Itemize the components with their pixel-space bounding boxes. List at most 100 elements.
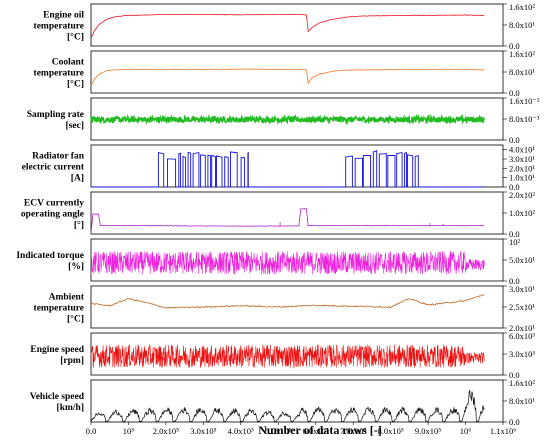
series-line xyxy=(90,113,485,126)
x-tick-label: 6.0x10⁵ xyxy=(303,426,329,436)
panel-5: Indicated torque[%] 0.0 5.0x10¹ 10² xyxy=(16,237,535,286)
y-tick-label: 4.0x10¹ xyxy=(509,145,535,155)
panel-label-line: temperature xyxy=(34,69,84,79)
panel-7: Engine speed[rpm] 0.0 3.0x10³ 6.0x10³ xyxy=(30,331,535,380)
panel-label-line: [rpm] xyxy=(60,356,84,366)
y-tick-label: 2.0x10¹ xyxy=(509,323,535,333)
series-line xyxy=(90,13,485,39)
panel-label-line: [°C] xyxy=(67,79,84,90)
panel-label-line: [sec] xyxy=(66,121,84,131)
y-tick-label: 8.0x10¹ xyxy=(509,20,535,30)
series-path xyxy=(90,389,485,423)
y-tick-label: 2.0x10¹ xyxy=(509,163,535,173)
x-tick-label: 5.0x10⁵ xyxy=(265,426,291,436)
panel-8: Vehicle speed[km/h] 0.0 8.0x10¹ 1.6x10² xyxy=(30,378,536,427)
panel-label-line: Sampling rate xyxy=(27,110,84,120)
x-tick-label: 9.0x10⁵ xyxy=(415,426,441,436)
y-tick-label: 2.0x10² xyxy=(509,190,535,200)
panel-label-line: [A] xyxy=(71,174,84,184)
x-tick-label: 0.0 xyxy=(86,426,97,436)
series-path xyxy=(91,150,485,188)
x-tick-label: 10⁵ xyxy=(123,426,135,436)
panel-label-line: Indicated torque xyxy=(16,251,84,261)
panel-label-line: temperature xyxy=(34,22,84,32)
y-tick-label: 8.0x10⁻³ xyxy=(509,114,540,124)
y-tick-label: 0.0 xyxy=(509,135,520,145)
y-tick-label: 2.5x10¹ xyxy=(509,302,535,312)
y-tick-label: 3.0x10¹ xyxy=(509,154,535,164)
x-axis: 0.0 10⁵ 2.0x10⁵ 3.0x10⁵ 4.0x10⁵ 5.0x10⁵ 6.0x10… xyxy=(86,422,516,436)
panel-label-line: [°C] xyxy=(67,32,84,43)
panel-label-line: Engine speed xyxy=(30,345,84,355)
panel-frame xyxy=(90,379,504,423)
panel-frame xyxy=(90,50,504,94)
series-line xyxy=(90,68,485,86)
y-tick-label: 0.0 xyxy=(509,229,520,239)
y-tick-label: 0.0 xyxy=(509,370,520,380)
series-line xyxy=(91,150,485,188)
series-path xyxy=(90,294,485,309)
series-path xyxy=(90,208,485,234)
panel-label-line: Engine oil xyxy=(43,11,84,21)
chart-panels: Engine oiltemperature[°C]0.08.0x10¹1.6x1… xyxy=(16,2,540,427)
x-tick-label: 8.0x10⁵ xyxy=(377,426,403,436)
y-tick-label: 0.0 xyxy=(509,276,520,286)
panel-frame xyxy=(90,191,504,235)
x-tick-label: 10⁶ xyxy=(460,426,472,436)
y-tick-label: 6.0x10³ xyxy=(509,331,535,341)
y-tick-label: 1.6x10² xyxy=(509,2,535,12)
y-tick-label: 0.0 xyxy=(509,182,520,192)
panel-label-line: [km/h] xyxy=(57,403,84,413)
panel-2: Sampling rate[sec] 0.0 8.0x10⁻³ 1.6x10⁻² xyxy=(27,96,540,145)
series-path xyxy=(90,68,485,86)
y-tick-label: 1.6x10² xyxy=(509,378,535,388)
panel-frame xyxy=(90,285,504,329)
y-tick-label: 0.0 xyxy=(509,417,520,427)
series-line xyxy=(90,344,485,369)
panel-label-line: [°] xyxy=(74,220,84,231)
series-line xyxy=(90,294,485,309)
x-tick-label: 1.1x10⁶ xyxy=(490,426,516,436)
x-tick-label: 3.0x10⁵ xyxy=(190,426,216,436)
series-path xyxy=(90,251,485,275)
x-tick-label: 2.0x10⁵ xyxy=(153,426,179,436)
panel-label-line: [°C] xyxy=(67,314,84,325)
series-path xyxy=(90,113,485,126)
panel-label-line: Coolant xyxy=(52,58,85,68)
panel-label-line: Radiator fan xyxy=(32,152,85,162)
y-tick-label: 1.6x10² xyxy=(509,49,535,59)
y-tick-label: 10² xyxy=(509,237,521,247)
y-tick-label: 8.0x10¹ xyxy=(509,67,535,77)
y-tick-label: 3.0x10¹ xyxy=(509,284,535,294)
panel-frame xyxy=(90,3,504,47)
series-line xyxy=(90,251,485,275)
y-tick-label: 1.0x10² xyxy=(509,208,535,218)
y-tick-label: 8.0x10¹ xyxy=(509,396,535,406)
panel-label-line: [%] xyxy=(68,262,84,272)
panel-label-line: ECV currently xyxy=(24,199,84,209)
series-line xyxy=(90,208,485,234)
panel-label-line: temperature xyxy=(34,304,84,314)
y-tick-label: 0.0 xyxy=(509,41,520,51)
series-path xyxy=(90,13,485,39)
series-line xyxy=(90,389,485,423)
y-tick-label: 3.0x10³ xyxy=(509,349,535,359)
panel-label-line: electric current xyxy=(22,163,85,173)
y-tick-label: 1.6x10⁻² xyxy=(509,96,540,106)
y-tick-label: 1.0x10¹ xyxy=(509,173,535,183)
panel-label-line: Ambient xyxy=(49,293,85,303)
x-tick-label: 7.0x10⁵ xyxy=(340,426,366,436)
x-tick-label: 4.0x10⁵ xyxy=(228,426,254,436)
series-path xyxy=(90,344,485,369)
panel-frame xyxy=(90,144,504,188)
y-tick-label: 5.0x10¹ xyxy=(509,255,535,265)
x-axis-label: Number of data rows [-] xyxy=(258,423,382,437)
panel-label-line: Vehicle speed xyxy=(30,392,85,402)
panel-label-line: operating angle xyxy=(21,210,84,220)
